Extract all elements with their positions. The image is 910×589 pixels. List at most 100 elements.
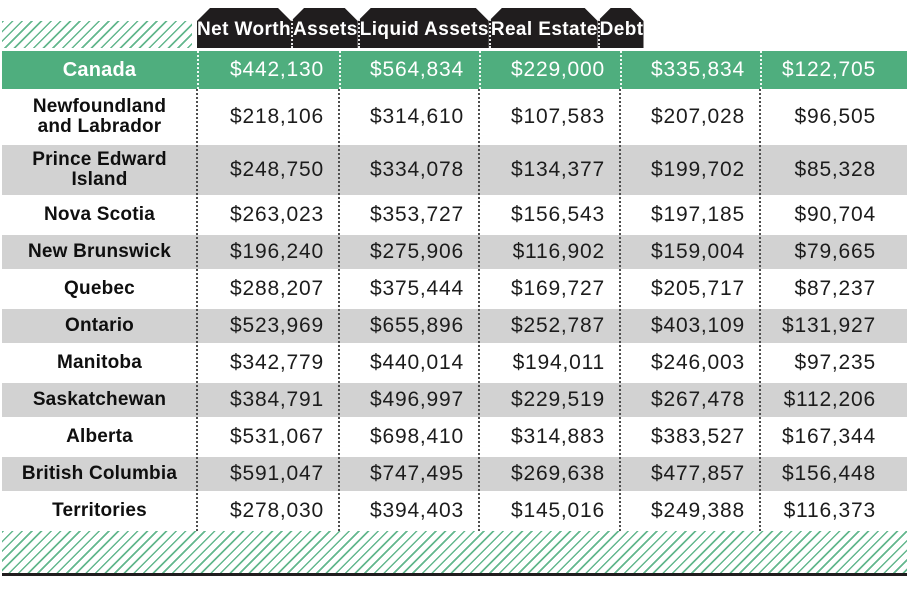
cell-net-worth: $278,030 [197,494,339,528]
cell-debt: $131,927 [760,309,907,343]
column-header-label: Debt [599,18,644,40]
bottom-border [2,573,907,576]
cell-net-worth: $384,791 [197,383,339,417]
cell-liquid-assets: $169,727 [479,272,620,306]
row-label: British Columbia [2,457,197,491]
cell-real-estate: $403,109 [620,309,760,343]
cell-net-worth: $591,047 [197,457,339,491]
row-label: Prince Edward Island [2,145,197,195]
row-label: Territories [2,494,197,528]
cell-assets: $334,078 [339,145,479,195]
column-header-assets: Assets [291,8,358,48]
cell-assets: $375,444 [339,272,479,306]
column-header-debt: Debt [598,8,644,48]
cell-real-estate: $159,004 [620,235,760,269]
cell-net-worth: $218,106 [197,92,339,142]
cell-liquid-assets: $194,011 [479,346,620,380]
cell-debt: $116,373 [760,494,907,528]
cell-assets: $353,727 [339,198,479,232]
cell-assets: $698,410 [339,420,479,454]
table-row-ontario: Ontario $523,969 $655,896 $252,787 $403,109 $… [2,309,907,343]
row-label: Ontario [2,309,197,343]
cell-real-estate: $207,028 [620,92,760,142]
cell-debt: $96,505 [760,92,907,142]
table-row-new-brunswick: New Brunswick $196,240 $275,906 $116,902 $15… [2,235,907,269]
table-row-canada: Canada $442,130 $564,834 $229,000 $335,834 $1… [2,51,907,89]
cell-real-estate: $477,857 [620,457,760,491]
cell-liquid-assets: $252,787 [479,309,620,343]
cell-real-estate: $197,185 [620,198,760,232]
column-header-label: Net Worth [197,18,292,40]
cell-debt: $97,235 [760,346,907,380]
cell-assets: $496,997 [339,383,479,417]
hatch-decoration-bottom [2,531,907,573]
hatch-decoration-top [2,21,192,48]
cell-liquid-assets: $156,543 [479,198,620,232]
row-label: Canada [2,51,197,89]
cell-assets: $564,834 [339,51,479,89]
cell-real-estate: $249,388 [620,494,760,528]
cell-real-estate: $383,527 [620,420,760,454]
row-label: Alberta [2,420,197,454]
table-row-nova-scotia: Nova Scotia $263,023 $353,727 $156,543 $197,… [2,198,907,232]
row-label: Quebec [2,272,197,306]
cell-debt: $87,237 [760,272,907,306]
row-label: Newfoundland and Labrador [2,92,197,142]
cell-assets: $275,906 [339,235,479,269]
cell-debt: $85,328 [760,145,907,195]
cell-net-worth: $196,240 [197,235,339,269]
cell-real-estate: $205,717 [620,272,760,306]
cell-real-estate: $335,834 [620,51,760,89]
cell-net-worth: $342,779 [197,346,339,380]
cell-liquid-assets: $116,902 [479,235,620,269]
cell-liquid-assets: $134,377 [479,145,620,195]
cell-assets: $394,403 [339,494,479,528]
cell-assets: $747,495 [339,457,479,491]
table-row-quebec: Quebec $288,207 $375,444 $169,727 $205,717 $8… [2,272,907,306]
table-row-manitoba: Manitoba $342,779 $440,014 $194,011 $246,003… [2,346,907,380]
net-worth-table: Net Worth Assets Liquid Assets Real Estate D… [2,8,907,576]
row-label: Manitoba [2,346,197,380]
table-row-newfoundland-and-labrador: Newfoundland and Labrador $218,106 $314,61… [2,92,907,142]
cell-net-worth: $523,969 [197,309,339,343]
table-row-british-columbia: British Columbia $591,047 $747,495 $269,638… [2,457,907,491]
cell-debt: $167,344 [760,420,907,454]
cell-debt: $122,705 [760,51,907,89]
row-label: New Brunswick [2,235,197,269]
cell-liquid-assets: $229,519 [479,383,620,417]
cell-net-worth: $288,207 [197,272,339,306]
column-header-liquid-assets: Liquid Assets [358,8,489,48]
table-header: Net Worth Assets Liquid Assets Real Estate D… [2,8,907,48]
cell-net-worth: $531,067 [197,420,339,454]
cell-assets: $314,610 [339,92,479,142]
cell-liquid-assets: $314,883 [479,420,620,454]
cell-liquid-assets: $145,016 [479,494,620,528]
table-row-saskatchewan: Saskatchewan $384,791 $496,997 $229,519 $267… [2,383,907,417]
table-row-alberta: Alberta $531,067 $698,410 $314,883 $383,527 $… [2,420,907,454]
cell-debt: $79,665 [760,235,907,269]
cell-net-worth: $442,130 [197,51,339,89]
cell-assets: $655,896 [339,309,479,343]
table-row-prince-edward-island: Prince Edward Island $248,750 $334,078 $134… [2,145,907,195]
table-row-territories: Territories $278,030 $394,403 $145,016 $249,… [2,494,907,528]
cell-debt: $90,704 [760,198,907,232]
cell-real-estate: $246,003 [620,346,760,380]
cell-liquid-assets: $229,000 [479,51,620,89]
column-header-label: Real Estate [490,18,598,40]
row-label: Nova Scotia [2,198,197,232]
column-header-real-estate: Real Estate [489,8,598,48]
cell-net-worth: $263,023 [197,198,339,232]
cell-real-estate: $199,702 [620,145,760,195]
cell-liquid-assets: $269,638 [479,457,620,491]
cell-liquid-assets: $107,583 [479,92,620,142]
table-body: Newfoundland and Labrador $218,106 $314,61… [2,89,907,531]
column-header-label: Liquid Assets [359,18,489,40]
cell-debt: $156,448 [760,457,907,491]
cell-real-estate: $267,478 [620,383,760,417]
cell-debt: $112,206 [760,383,907,417]
column-header-label: Assets [293,18,358,40]
row-label: Saskatchewan [2,383,197,417]
cell-assets: $440,014 [339,346,479,380]
cell-net-worth: $248,750 [197,145,339,195]
corner-cell [2,8,197,48]
